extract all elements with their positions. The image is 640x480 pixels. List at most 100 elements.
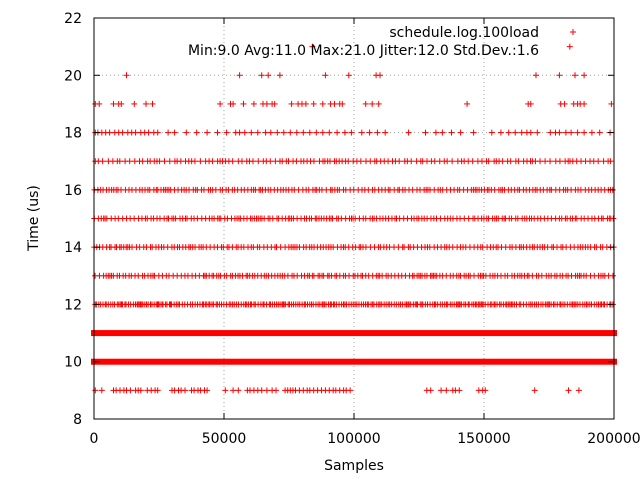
data-point <box>527 100 534 107</box>
data-point <box>443 387 450 394</box>
data-point <box>534 129 541 136</box>
dense-band-level-12 <box>92 301 616 308</box>
data-point <box>127 387 134 394</box>
y-tick-label: 10 <box>64 355 82 371</box>
dense-band-level-14 <box>91 244 617 251</box>
data-point <box>485 158 492 165</box>
data-point <box>310 158 317 165</box>
data-point <box>362 100 369 107</box>
dense-band-level-17 <box>92 158 614 165</box>
data-point <box>347 387 354 394</box>
data-point <box>249 158 256 165</box>
data-point <box>566 43 573 50</box>
legend: schedule.log.100load Min:9.0 Avg:11.0 Ma… <box>188 25 576 59</box>
x-tick-label: 150000 <box>457 431 510 447</box>
data-point <box>258 387 265 394</box>
data-point <box>287 129 294 136</box>
x-tick-labels: 0 50000 100000 150000 200000 <box>90 431 640 447</box>
data-point <box>348 129 355 136</box>
y-tick-label: 16 <box>64 183 82 199</box>
data-point <box>302 100 309 107</box>
data-point <box>204 387 211 394</box>
data-point <box>288 100 295 107</box>
data-point <box>222 387 229 394</box>
data-point <box>209 158 216 165</box>
data-point <box>116 158 123 165</box>
x-tick-label: 200000 <box>587 431 640 447</box>
data-point <box>137 387 144 394</box>
data-point <box>165 129 172 136</box>
data-point <box>547 158 554 165</box>
data-point <box>306 129 313 136</box>
data-point <box>236 129 243 136</box>
data-point <box>106 129 113 136</box>
data-point <box>345 72 352 79</box>
data-point <box>161 158 168 165</box>
data-point <box>497 129 504 136</box>
data-point <box>98 387 105 394</box>
legend-marker-icon <box>570 29 576 35</box>
data-point <box>547 129 554 136</box>
data-point <box>405 129 412 136</box>
dense-band-level-16 <box>91 186 616 193</box>
dense-band-level-13 <box>92 272 616 279</box>
data-point <box>439 129 446 136</box>
data-point <box>132 129 139 136</box>
data-point <box>204 129 211 136</box>
y-tick-label: 14 <box>64 240 82 256</box>
data-point <box>263 387 270 394</box>
data-point <box>300 129 307 136</box>
data-point <box>482 387 489 394</box>
data-point <box>608 100 615 107</box>
data-point <box>366 129 373 136</box>
data-point <box>537 158 544 165</box>
data-point <box>255 158 262 165</box>
data-point <box>448 129 455 136</box>
x-axis-label: Samples <box>324 458 384 474</box>
data-point <box>119 129 126 136</box>
x-tick-label: 0 <box>90 431 99 447</box>
data-point <box>276 72 283 79</box>
data-point <box>574 129 581 136</box>
data-point <box>581 100 588 107</box>
data-point <box>533 72 539 79</box>
data-point <box>531 387 538 394</box>
y-tick-label: 12 <box>64 297 82 313</box>
data-point <box>230 100 237 107</box>
data-point <box>377 72 383 79</box>
data-point <box>319 100 326 107</box>
data-point <box>374 129 381 136</box>
data-point <box>96 100 103 107</box>
data-point <box>240 100 247 107</box>
data-point <box>438 387 445 394</box>
data-point <box>193 129 200 136</box>
data-point <box>609 272 616 279</box>
y-tick-labels: 8 10 12 14 16 18 20 22 <box>64 11 82 428</box>
legend-marker-plus <box>570 29 576 35</box>
data-point <box>326 129 333 136</box>
data-point <box>369 100 376 107</box>
data-point <box>322 72 329 79</box>
y-tick-label: 8 <box>73 412 82 428</box>
data-point <box>561 100 568 107</box>
data-point <box>556 158 563 165</box>
data-points <box>91 43 617 394</box>
y-tick-label: 22 <box>64 11 82 27</box>
data-point <box>223 129 230 136</box>
data-point <box>92 387 99 394</box>
y-axis-label: Time (us) <box>26 185 42 252</box>
data-point <box>396 158 403 165</box>
data-point <box>236 72 243 79</box>
data-point <box>358 129 365 136</box>
data-point <box>267 129 274 136</box>
y-tick-label: 20 <box>64 68 82 84</box>
data-point <box>248 129 255 136</box>
data-point <box>171 129 178 136</box>
data-point <box>382 129 389 136</box>
dense-band-level-10 <box>91 358 617 365</box>
data-point <box>143 100 149 107</box>
data-point <box>518 129 525 136</box>
data-point <box>229 158 236 165</box>
data-point <box>575 387 582 394</box>
